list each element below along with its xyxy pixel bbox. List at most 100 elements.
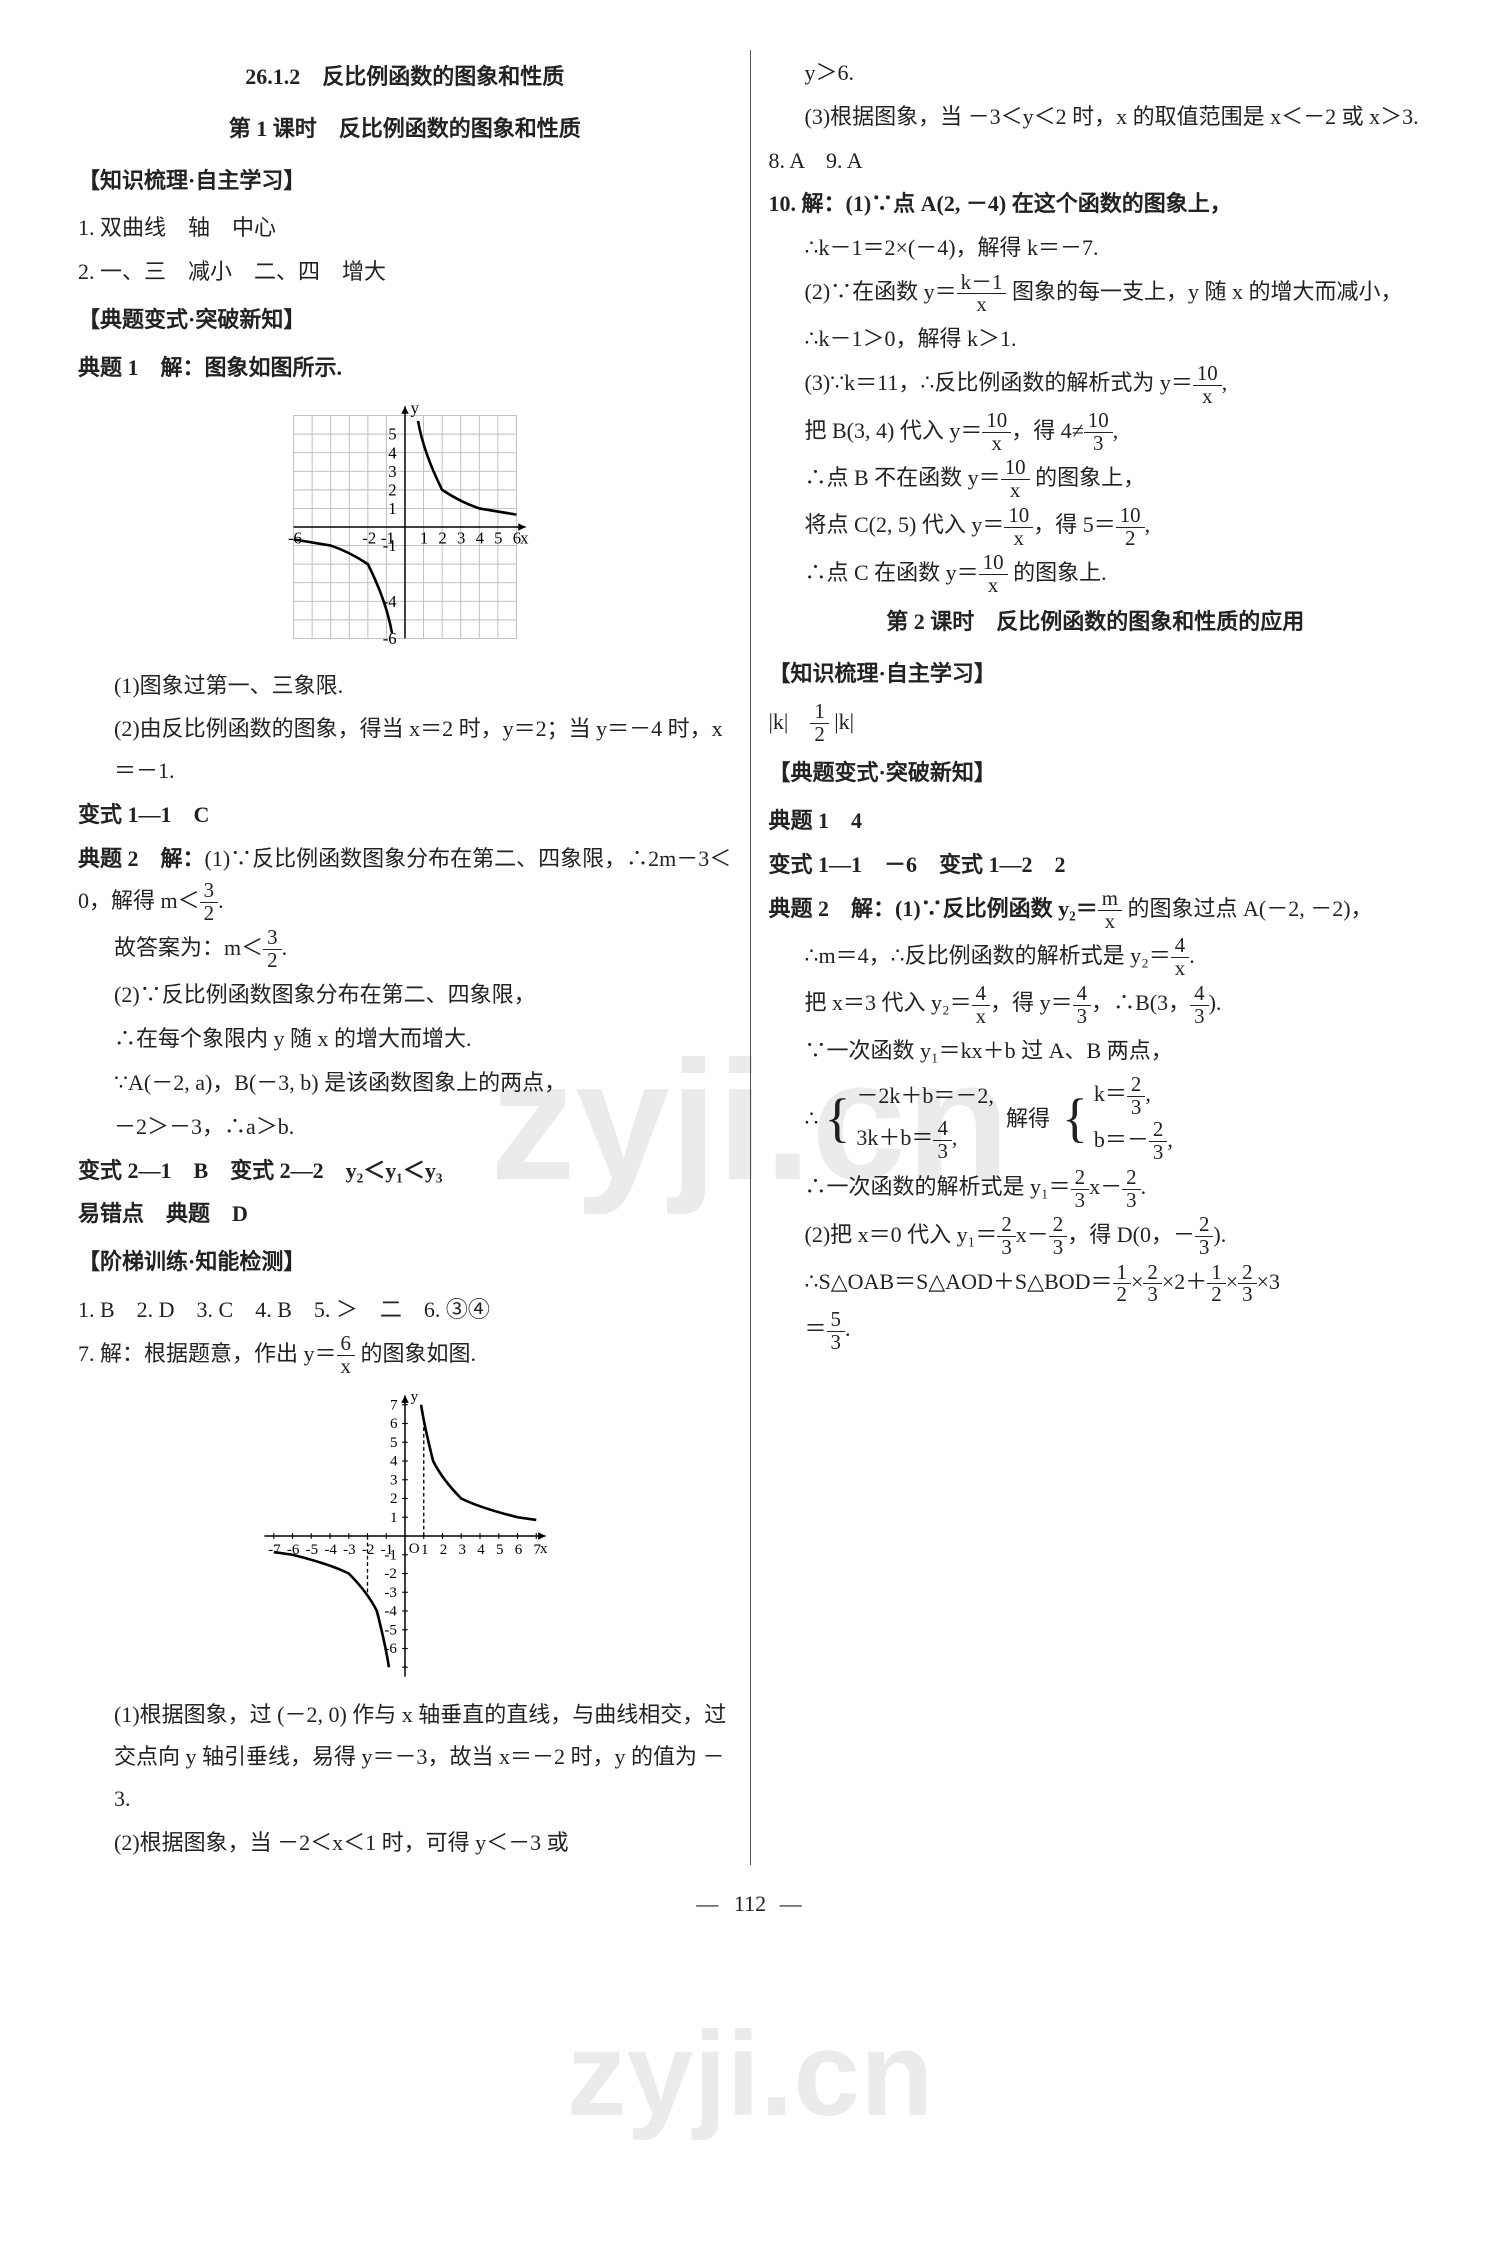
text: ,: [1113, 418, 1119, 443]
text: x－: [1016, 1222, 1049, 1247]
answer-line: (3)∵k＝11，∴反比例函数的解析式为 y＝10x,: [769, 362, 1423, 407]
svg-text:1: 1: [388, 499, 396, 518]
variant-text: 变式 1—1 C: [78, 802, 209, 827]
answer-line: (2)根据图象，当 －2＜x＜1 时，可得 y＜－3 或: [78, 1822, 732, 1864]
dash-icon: —: [696, 1891, 720, 1916]
error-point: 易错点 典题 D: [78, 1193, 732, 1235]
section-number-title: 26.1.2 反比例函数的图象和性质: [78, 56, 732, 98]
fraction: 23: [997, 1214, 1015, 1259]
problem-block: 典题 2 解：(1)∵反比例函数图象分布在第二、四象限，∴2m－3＜0，解得 m…: [78, 838, 732, 925]
answer-line: 故答案为：m＜32.: [78, 927, 732, 972]
section-heading: 【知识梳理·自主学习】: [769, 653, 1423, 695]
text: ，∴B(3，: [1091, 990, 1190, 1015]
text: ,: [1145, 1081, 1151, 1106]
answer-line: (2)把 x＝0 代入 y₁＝23x－23，得 D(0，－23).: [769, 1214, 1423, 1259]
text: ,: [1145, 512, 1151, 537]
fraction: 32: [263, 927, 281, 972]
lesson-title: 第 2 课时 反比例函数的图象和性质的应用: [769, 601, 1423, 643]
svg-text:5: 5: [496, 1542, 504, 1558]
text: ∴m＝4，∴反比例函数的解析式是 y₂＝: [805, 943, 1171, 968]
svg-text:-4: -4: [382, 591, 397, 610]
svg-text:7: 7: [390, 1398, 398, 1414]
answer-line: ∴S△OAB＝S△AOD＋S△BOD＝12×23×2＋12×23×3: [769, 1261, 1423, 1306]
answer-line: 2. 一、三 减小 二、四 增大: [78, 251, 732, 293]
fraction: 10x: [1001, 457, 1030, 502]
text: (2)∵在函数 y＝: [805, 279, 957, 304]
fraction: 10x: [1193, 363, 1222, 408]
section-heading: 【典题变式·突破新知】: [769, 752, 1423, 794]
graph-hyperbola-1: xy 123456 -1-2-6 12345 -1-4-6: [275, 397, 535, 657]
svg-text:3: 3: [457, 528, 465, 547]
text: 的图象过点 A(－2, －2)，: [1122, 896, 1373, 921]
text: ,: [952, 1125, 958, 1150]
text: .: [218, 888, 224, 913]
svg-text:-4: -4: [384, 1604, 397, 1620]
text: ，得 y＝: [990, 990, 1073, 1015]
fraction: mx: [1098, 888, 1122, 933]
text: 典题 2 解：(1)∵反比例函数 y₂＝: [769, 896, 1098, 921]
page-number: 112: [734, 1891, 766, 1916]
fraction: 10x: [982, 410, 1011, 455]
lesson-title: 第 1 课时 反比例函数的图象和性质: [78, 108, 732, 150]
svg-text:-6: -6: [382, 629, 396, 648]
text: 变式 1—1 －6 变式 1—2 2: [769, 852, 1066, 877]
svg-text:3: 3: [458, 1542, 466, 1558]
section-heading: 【知识梳理·自主学习】: [78, 160, 732, 202]
svg-text:-5: -5: [384, 1623, 397, 1639]
answer-line: ∴点 C 在函数 y＝10x 的图象上.: [769, 552, 1423, 597]
text: ∴点 C 在函数 y＝: [805, 560, 979, 585]
right-column: y＞6. (3)根据图象，当 －3＜y＜2 时，x 的取值范围是 x＜－2 或 …: [751, 50, 1441, 1865]
text: x－: [1089, 1174, 1122, 1199]
text: 解得: [1006, 1098, 1050, 1140]
text: ).: [1209, 990, 1222, 1015]
fraction: 43: [1190, 983, 1208, 1028]
text: k＝: [1094, 1081, 1127, 1106]
svg-text:-4: -4: [324, 1542, 337, 1558]
fraction: 53: [827, 1309, 845, 1354]
text: 把 B(3, 4) 代入 y＝: [805, 418, 983, 443]
svg-text:-1: -1: [384, 1548, 397, 1564]
svg-text:6: 6: [390, 1416, 398, 1432]
text: 3k＋b＝: [856, 1125, 933, 1150]
variant-answer: 变式 1—1 C: [78, 794, 732, 836]
answer-line: (2)∵反比例函数图象分布在第二、四象限，: [78, 974, 732, 1016]
answer-line: (2)由反比例函数的图象，得当 x＝2 时，y＝2；当 y＝－4 时，x＝－1.: [78, 708, 732, 792]
variant-answer: 变式 2—1 B 变式 2—2 y₂＜y₁＜y₃: [78, 1150, 732, 1192]
answer-line: 1. 双曲线 轴 中心: [78, 207, 732, 249]
equation: －2k＋b＝－2,: [856, 1075, 994, 1117]
svg-text:5: 5: [390, 1435, 398, 1451]
text: (2)把 x＝0 代入 y₁＝: [805, 1222, 998, 1247]
answer-row: 8. A 9. A: [769, 140, 1423, 182]
svg-text:4: 4: [390, 1454, 398, 1470]
text: ×: [1131, 1269, 1143, 1294]
text: .: [282, 935, 288, 960]
answer-line: (1)图象过第一、三象限.: [78, 665, 732, 707]
svg-text:-3: -3: [343, 1542, 356, 1558]
page-footer: — 112 —: [60, 1883, 1440, 1925]
fraction: 10x: [979, 552, 1008, 597]
problem-label-text: 典题 2 解：: [78, 846, 205, 871]
fraction: 102: [1116, 505, 1145, 550]
svg-text:1: 1: [420, 528, 428, 547]
answer-line: ∴在每个象限内 y 随 x 的增大而增大.: [78, 1018, 732, 1060]
fraction: 23: [1143, 1262, 1161, 1307]
text: ，得 5＝: [1033, 512, 1116, 537]
svg-text:-3: -3: [384, 1585, 397, 1601]
answer-line: 典题 1 4: [769, 800, 1423, 842]
svg-text:7: 7: [533, 1542, 541, 1558]
fraction: 23: [1195, 1214, 1213, 1259]
answer-line: y＞6.: [769, 52, 1423, 94]
svg-text:1: 1: [390, 1510, 398, 1526]
brace-icon: {: [1062, 1100, 1088, 1138]
svg-text:-7: -7: [268, 1542, 281, 1558]
text: 图象的每一支上，y 随 x 的增大而减小，: [1006, 279, 1402, 304]
text: ∴点 B 不在函数 y＝: [805, 465, 1001, 490]
svg-text:4: 4: [388, 443, 397, 462]
problem-label: 典题 1 解：图象如图所示.: [78, 347, 732, 389]
text: 典题 1 4: [769, 808, 863, 833]
problem-block: 7. 解：根据题意，作出 y＝6x 的图象如图.: [78, 1333, 732, 1378]
watermark: zyji.cn: [567, 1960, 934, 2188]
text: (3)∵k＝11，∴反比例函数的解析式为 y＝: [805, 370, 1193, 395]
text: .: [1141, 1174, 1147, 1199]
brace-icon: {: [825, 1100, 851, 1138]
